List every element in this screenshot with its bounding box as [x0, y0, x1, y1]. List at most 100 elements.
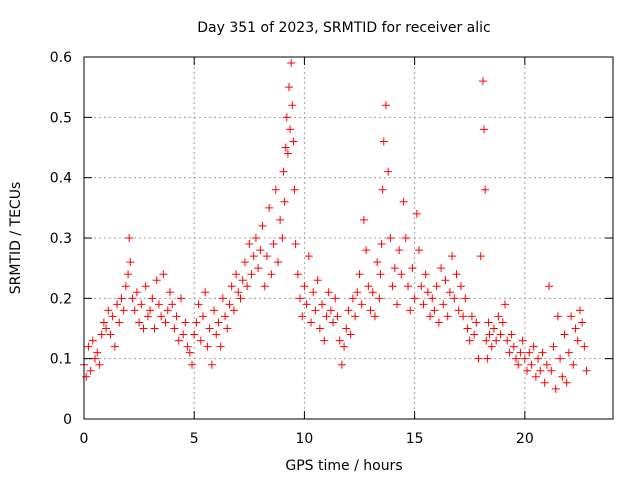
data-point: [388, 282, 397, 291]
data-point: [507, 330, 516, 339]
data-point: [560, 330, 569, 339]
data-point: [434, 318, 443, 327]
data-point: [258, 221, 267, 230]
data-point: [547, 366, 556, 375]
data-point: [287, 59, 296, 68]
data-point: [159, 270, 168, 279]
data-point: [373, 258, 382, 267]
data-point: [575, 306, 584, 315]
data-point: [439, 300, 448, 309]
data-point: [283, 149, 292, 158]
data-point: [148, 294, 157, 303]
data-point: [428, 294, 437, 303]
chart-title: Day 351 of 2023, SRMTID for receiver ali…: [197, 20, 490, 36]
data-point: [474, 354, 483, 363]
data-point: [271, 185, 280, 194]
data-point: [503, 336, 512, 345]
data-point: [404, 282, 413, 291]
data-point: [509, 342, 518, 351]
data-point: [419, 300, 428, 309]
data-point: [366, 306, 375, 315]
data-point: [536, 366, 545, 375]
data-point: [359, 215, 368, 224]
data-point: [527, 360, 536, 369]
data-point: [487, 342, 496, 351]
y-tick-label: 0.6: [50, 50, 72, 66]
data-point: [315, 324, 324, 333]
data-point: [179, 330, 188, 339]
data-point: [485, 330, 494, 339]
data-point: [472, 318, 481, 327]
data-point: [525, 348, 534, 357]
data-point: [538, 348, 547, 357]
data-point: [124, 270, 133, 279]
y-tick-label: 0.1: [50, 352, 72, 368]
data-point: [470, 330, 479, 339]
data-point: [117, 294, 126, 303]
data-point: [203, 342, 212, 351]
data-point: [397, 270, 406, 279]
data-point: [516, 348, 525, 357]
data-point: [456, 282, 465, 291]
data-point: [227, 282, 236, 291]
data-point: [108, 312, 117, 321]
data-point: [192, 318, 201, 327]
data-point: [481, 185, 490, 194]
data-point: [313, 276, 322, 285]
data-point: [417, 282, 426, 291]
data-point: [346, 330, 355, 339]
data-point: [82, 372, 91, 381]
data-point: [556, 354, 565, 363]
data-point: [125, 234, 134, 242]
data-point: [139, 324, 148, 333]
data-point: [210, 306, 219, 315]
data-point: [445, 288, 454, 297]
data-point: [564, 348, 573, 357]
data-point: [378, 185, 387, 194]
y-tick-label: 0.2: [50, 291, 72, 307]
data-point: [489, 324, 498, 333]
data-point: [452, 270, 461, 279]
data-point: [558, 372, 567, 381]
data-point: [426, 312, 435, 321]
data-point: [326, 306, 335, 315]
data-point: [229, 306, 238, 315]
y-axis-label: SRMTID / TECUs: [8, 182, 24, 295]
data-point: [351, 312, 360, 321]
data-point: [236, 294, 245, 303]
data-point: [223, 324, 232, 333]
data-point: [168, 300, 177, 309]
data-point: [110, 342, 119, 351]
data-point: [135, 318, 144, 327]
data-point: [267, 270, 276, 279]
data-point: [344, 306, 353, 315]
data-point: [247, 270, 256, 279]
y-tick-label: 0.3: [50, 231, 72, 247]
tick-labels: 0 5 10 15 20 0 0.1 0.2 0.3 0.4 0.5 0.6: [50, 50, 534, 447]
data-point: [240, 258, 249, 267]
data-point: [194, 300, 203, 309]
data-point: [291, 240, 300, 249]
data-point: [128, 294, 137, 303]
data-point: [410, 294, 419, 303]
data-point: [335, 336, 344, 345]
data-point: [183, 342, 192, 351]
data-point: [348, 294, 357, 303]
data-point: [262, 252, 271, 261]
data-point: [93, 348, 102, 357]
y-tick-label: 0.4: [50, 171, 72, 187]
data-point: [143, 312, 152, 321]
data-point: [569, 360, 578, 369]
data-point: [121, 282, 130, 291]
data-point: [549, 342, 558, 351]
data-point: [207, 360, 216, 369]
data-point: [390, 264, 399, 273]
data-point: [370, 312, 379, 321]
data-point: [234, 288, 243, 297]
data-point: [212, 330, 221, 339]
data-point: [273, 258, 282, 267]
data-point: [232, 270, 241, 279]
data-point: [152, 276, 161, 285]
data-point: [249, 252, 258, 261]
data-point: [288, 101, 297, 110]
